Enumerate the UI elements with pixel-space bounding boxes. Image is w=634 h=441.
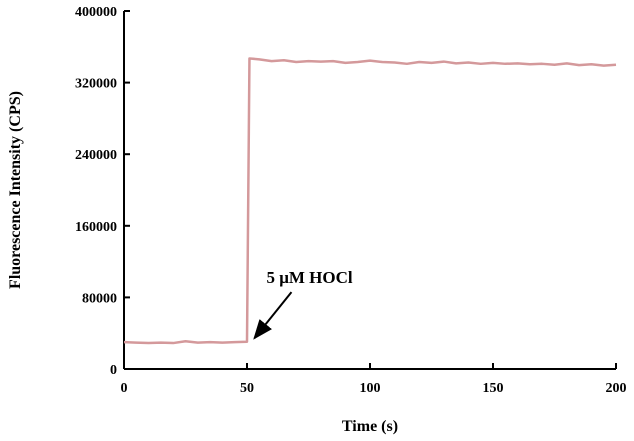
annotation-layer: 5 μM HOCl xyxy=(253,268,353,340)
series-line xyxy=(123,57,617,345)
x-axis-title: Time (s) xyxy=(342,418,398,435)
y-tick-label: 400000 xyxy=(75,5,117,20)
y-tick-label: 80000 xyxy=(82,291,117,306)
annotation-arrow xyxy=(253,291,293,340)
y-axis-ticks: 0 80000 160000 240000 320000 400000 xyxy=(75,5,130,378)
series-layer xyxy=(123,57,617,345)
x-tick-label: 0 xyxy=(121,381,128,396)
y-tick-label: 240000 xyxy=(75,148,117,163)
y-axis-title: Fluorescence Intensity (CPS) xyxy=(7,91,24,289)
y-tick-label: 160000 xyxy=(75,220,117,235)
annotation-label: 5 μM HOCl xyxy=(266,268,352,287)
x-axis-ticks: 0 50 100 150 200 xyxy=(121,363,627,396)
x-tick-label: 50 xyxy=(240,381,254,396)
y-tick-label: 0 xyxy=(110,363,117,378)
y-tick-label: 320000 xyxy=(75,77,117,92)
x-tick-label: 100 xyxy=(360,381,381,396)
x-tick-label: 150 xyxy=(483,381,504,396)
x-tick-label: 200 xyxy=(606,381,627,396)
